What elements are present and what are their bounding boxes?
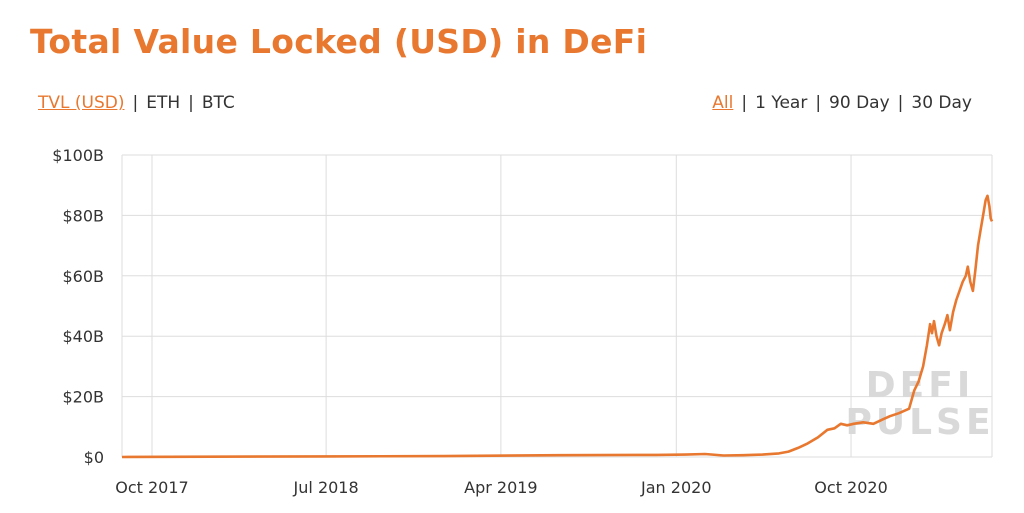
x-tick-label: Jan 2020 (640, 478, 711, 497)
series (121, 194, 994, 459)
x-tick-label: Apr 2019 (464, 478, 537, 497)
page-title: Total Value Locked (USD) in DeFi (30, 22, 648, 61)
watermark-line-1: DEFI (866, 365, 974, 406)
range-option-30-day[interactable]: 30 Day (911, 93, 972, 113)
metric-option-btc[interactable]: BTC (201, 93, 235, 113)
y-tick-label: $60B (62, 267, 104, 286)
range-option-all[interactable]: All (712, 93, 734, 113)
y-tick-label: $20B (62, 388, 104, 407)
separator: | (132, 93, 139, 113)
y-tick-label: $40B (62, 327, 104, 346)
y-tick-label: $80B (62, 206, 104, 225)
range-option-1-year[interactable]: 1 Year (755, 93, 808, 113)
x-tick-label: Jul 2018 (293, 478, 359, 497)
y-tick-label: $0 (84, 448, 104, 467)
separator: | (815, 93, 822, 113)
separator: | (741, 93, 748, 113)
metric-option-tvl-usd[interactable]: TVL (USD) (38, 93, 125, 113)
range-selector: All | 1 Year | 90 Day | 30 Day (712, 93, 972, 113)
axes: $0 $20B $40B $60B $80B $100B Oct 2017 Jul 2018 A… (52, 146, 887, 497)
separator: | (188, 93, 194, 113)
range-option-90-day[interactable]: 90 Day (829, 93, 890, 113)
x-tick-label: Oct 2017 (115, 478, 188, 497)
series-line-tvl (121, 194, 994, 459)
metric-selector: TVL (USD) | ETH | BTC (38, 93, 235, 113)
metric-option-eth[interactable]: ETH (146, 93, 181, 113)
separator: | (897, 93, 904, 113)
y-tick-label: $100B (52, 146, 104, 165)
x-tick-label: Oct 2020 (814, 478, 887, 497)
